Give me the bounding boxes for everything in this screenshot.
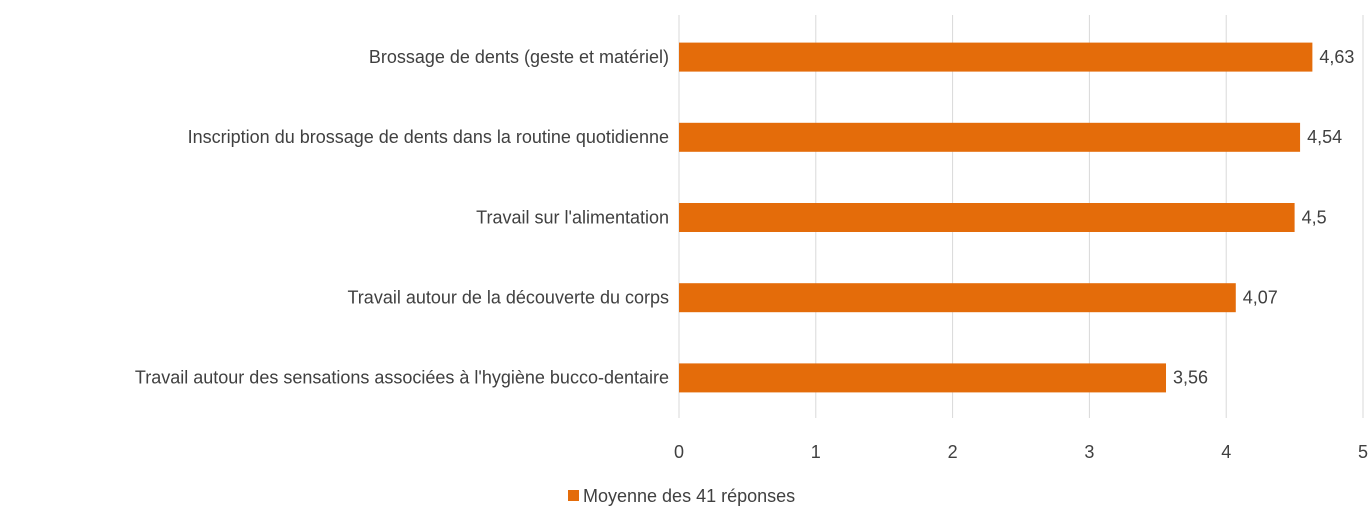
bar <box>679 363 1167 393</box>
x-tick-label: 1 <box>811 442 821 462</box>
x-tick-label: 4 <box>1221 442 1231 462</box>
bar <box>679 203 1295 232</box>
x-tick-label: 0 <box>674 442 684 462</box>
data-label: 4,54 <box>1307 127 1342 147</box>
y-tick-label: Travail autour des sensations associées … <box>135 368 669 388</box>
data-label: 4,5 <box>1302 207 1327 227</box>
legend-swatch <box>568 490 579 501</box>
y-tick-label: Brossage de dents (geste et matériel) <box>369 47 669 67</box>
y-tick-label: Inscription du brossage de dents dans la… <box>188 127 669 147</box>
y-tick-label: Travail sur l'alimentation <box>476 207 669 227</box>
data-label: 4,07 <box>1243 287 1278 307</box>
bar <box>679 122 1301 152</box>
data-label: 4,63 <box>1319 47 1354 67</box>
x-tick-label: 2 <box>948 442 958 462</box>
bar <box>679 283 1236 313</box>
legend-label: Moyenne des 41 réponses <box>583 486 795 506</box>
y-tick-label: Travail autour de la découverte du corps <box>347 287 669 307</box>
x-tick-label: 5 <box>1358 442 1368 462</box>
x-tick-label: 3 <box>1084 442 1094 462</box>
data-label: 3,56 <box>1173 368 1208 388</box>
bar <box>679 42 1313 72</box>
